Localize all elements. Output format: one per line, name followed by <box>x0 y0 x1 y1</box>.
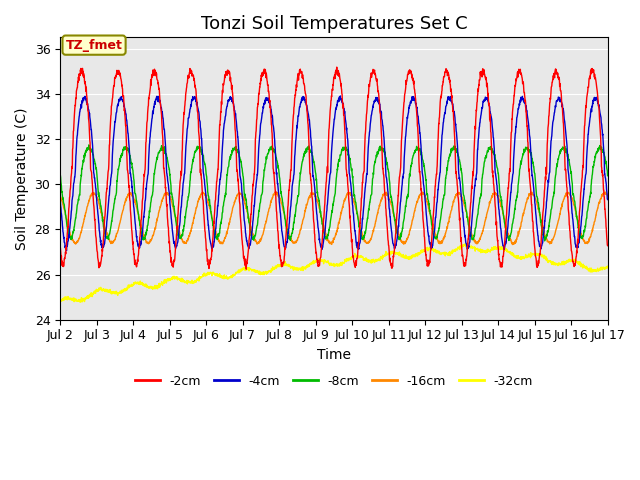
-2cm <box>362 119 370 125</box>
-16cm <box>209 218 216 224</box>
-16cm <box>362 239 369 245</box>
-4cm <box>63 248 70 253</box>
-4cm <box>604 197 611 203</box>
-16cm <box>604 193 611 199</box>
Line: -32cm: -32cm <box>60 243 607 302</box>
-8cm <box>56 172 64 178</box>
-4cm <box>556 95 563 100</box>
-16cm <box>56 193 64 199</box>
-32cm <box>56 298 64 304</box>
-2cm <box>571 261 579 266</box>
Line: -4cm: -4cm <box>60 96 607 251</box>
Text: TZ_fmet: TZ_fmet <box>66 38 122 52</box>
-16cm <box>571 206 579 212</box>
-2cm <box>243 266 250 272</box>
Line: -16cm: -16cm <box>60 192 607 244</box>
-4cm <box>362 180 370 185</box>
-2cm <box>56 246 64 252</box>
-2cm <box>350 260 358 265</box>
-32cm <box>604 264 611 270</box>
-8cm <box>556 151 563 157</box>
-32cm <box>76 300 84 305</box>
-2cm <box>209 236 216 242</box>
Title: Tonzi Soil Temperatures Set C: Tonzi Soil Temperatures Set C <box>200 15 467 33</box>
-16cm <box>350 199 358 204</box>
-4cm <box>209 244 217 250</box>
X-axis label: Time: Time <box>317 348 351 362</box>
-16cm <box>509 241 516 247</box>
Line: -2cm: -2cm <box>60 67 607 269</box>
Legend: -2cm, -4cm, -8cm, -16cm, -32cm: -2cm, -4cm, -8cm, -16cm, -32cm <box>130 370 538 393</box>
-8cm <box>85 142 93 148</box>
-4cm <box>571 236 579 241</box>
-2cm <box>556 84 563 89</box>
-32cm <box>556 260 563 266</box>
-4cm <box>493 188 501 193</box>
-16cm <box>556 212 563 218</box>
-32cm <box>362 257 369 263</box>
-4cm <box>337 93 344 99</box>
-16cm <box>493 192 501 198</box>
-2cm <box>604 243 611 249</box>
-8cm <box>493 165 501 170</box>
Line: -8cm: -8cm <box>60 145 607 241</box>
-32cm <box>350 254 358 260</box>
-16cm <box>271 189 279 195</box>
-4cm <box>56 198 64 204</box>
-8cm <box>604 173 611 179</box>
-32cm <box>493 244 501 250</box>
-8cm <box>541 238 548 244</box>
-32cm <box>463 240 471 246</box>
-32cm <box>209 270 217 276</box>
-4cm <box>350 219 358 225</box>
-8cm <box>209 221 217 227</box>
-8cm <box>350 191 358 197</box>
-2cm <box>333 64 340 70</box>
-8cm <box>362 228 369 234</box>
-32cm <box>571 258 579 264</box>
-8cm <box>571 199 579 205</box>
-2cm <box>493 235 501 240</box>
Y-axis label: Soil Temperature (C): Soil Temperature (C) <box>15 108 29 250</box>
